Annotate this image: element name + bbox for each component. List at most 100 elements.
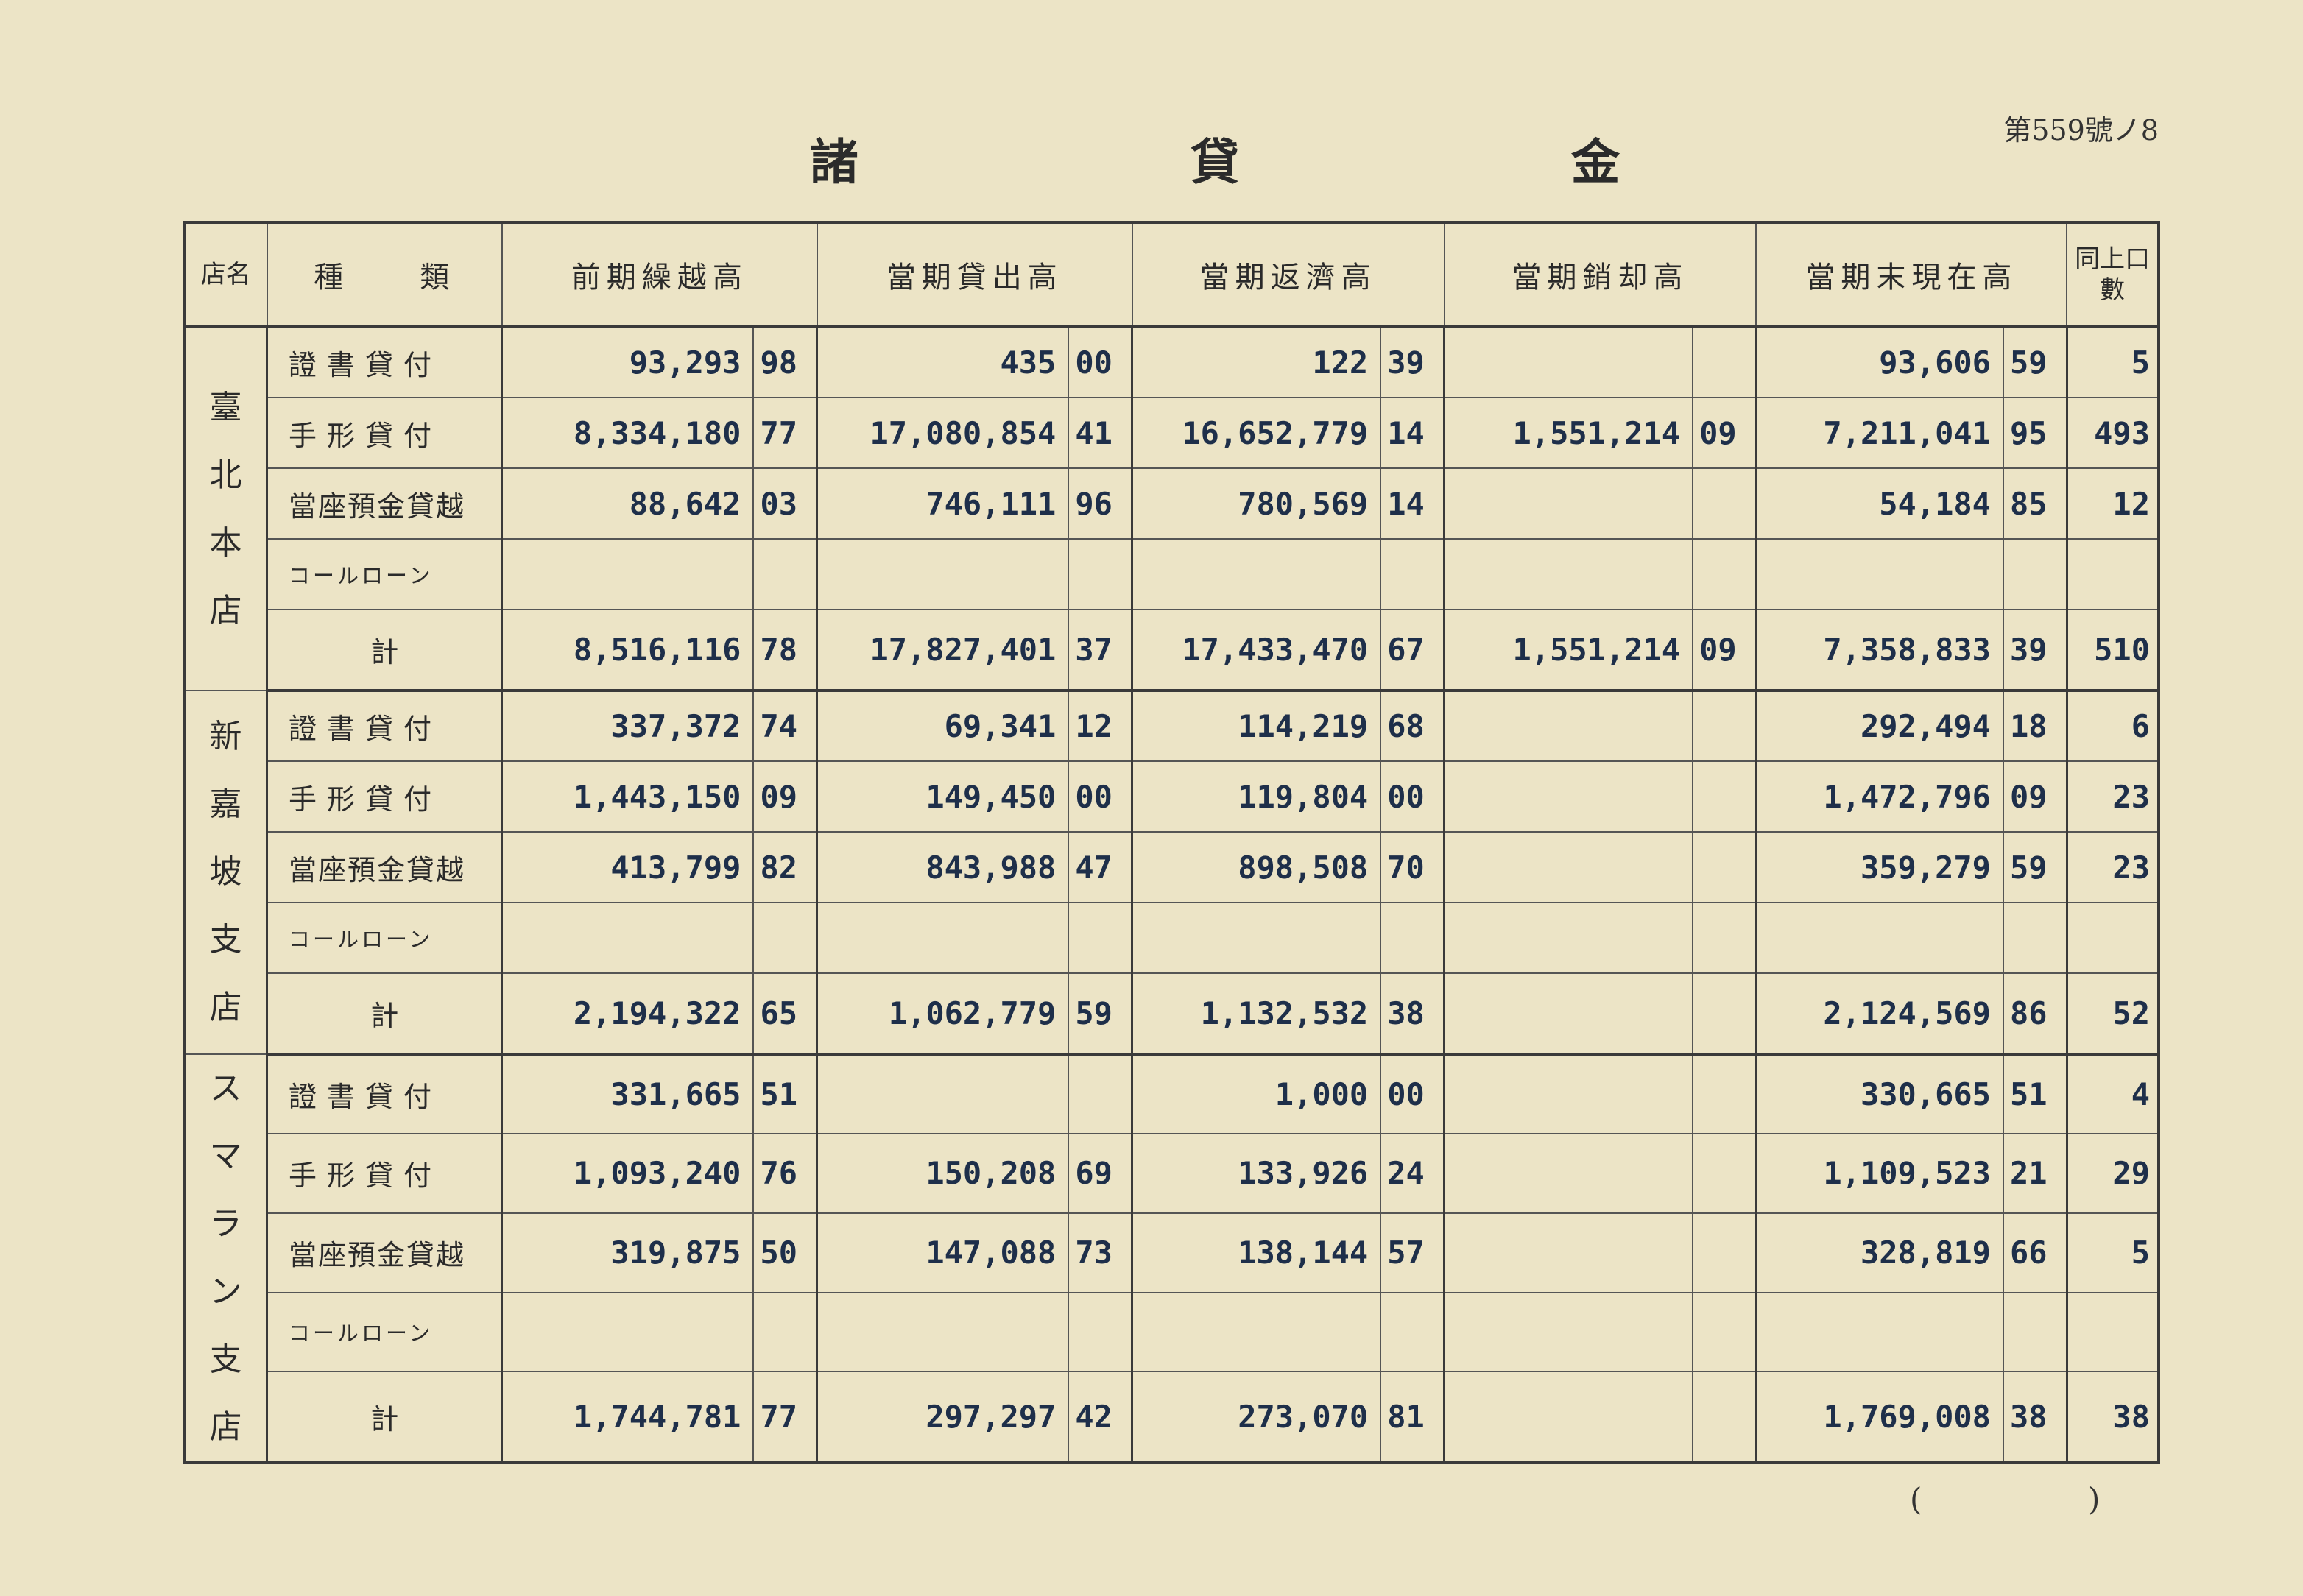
account-count: 12	[2066, 467, 2159, 540]
repay-sen: 00	[1380, 760, 1446, 833]
end-yen: 328,819	[1755, 1212, 2004, 1293]
end-yen: 54,184	[1755, 467, 2004, 540]
loan-kind: 手形貸付	[266, 397, 504, 469]
loan-yen: 1,062,779	[816, 972, 1069, 1056]
repay-sen	[1380, 538, 1446, 610]
table-row: スマラン支店證書貸付 331,665 51 1,000 00 330,665 51 4	[183, 1053, 2159, 1463]
loan-sen	[1068, 902, 1134, 974]
repay-yen: 273,070	[1131, 1371, 1381, 1464]
branch-name-char: ス	[209, 1070, 242, 1107]
end-yen: 2,124,569	[1755, 972, 2004, 1056]
repay-sen: 68	[1380, 690, 1446, 762]
end-yen: 7,211,041	[1755, 397, 2004, 469]
loan-yen	[816, 902, 1069, 974]
writeoff-sen	[1692, 1371, 1757, 1464]
prev-sen: 82	[752, 831, 819, 903]
writeoff-sen	[1692, 467, 1757, 540]
writeoff-sen	[1692, 1291, 1757, 1373]
branch-name-char: 支	[209, 1341, 242, 1378]
prev-yen: 2,194,322	[501, 972, 754, 1056]
writeoff-sen	[1692, 831, 1757, 903]
writeoff-sen: 09	[1692, 609, 1757, 692]
loan-kind: 當座預金貸越	[266, 1212, 504, 1293]
writeoff-yen: 1,551,214	[1443, 609, 1693, 692]
repay-yen: 16,652,779	[1131, 397, 1381, 469]
repay-sen: 14	[1380, 397, 1446, 469]
footer-paren-close: )	[2088, 1481, 2101, 1517]
loan-kind: 當座預金貸越	[266, 831, 504, 903]
prev-yen	[501, 902, 754, 974]
loan-yen: 69,341	[816, 690, 1069, 762]
loan-sen: 37	[1068, 609, 1134, 692]
branch-name-char: 店	[209, 1408, 242, 1446]
branch-name-char: 嘉	[209, 785, 242, 823]
end-sen: 38	[2002, 1371, 2068, 1464]
prev-yen: 88,642	[501, 467, 754, 540]
title-char-2: 貸	[1191, 133, 1239, 191]
repay-yen	[1131, 1291, 1381, 1373]
loan-yen: 746,111	[816, 467, 1069, 540]
header-repaid: 當期返濟高	[1131, 222, 1445, 328]
prev-sen: 76	[752, 1132, 819, 1214]
header-prev-balance: 前期繰越高	[501, 222, 818, 328]
writeoff-sen	[1692, 760, 1757, 833]
prev-sen	[752, 538, 819, 610]
loan-sen: 42	[1068, 1371, 1134, 1464]
branch-name-char: 臺	[209, 388, 242, 426]
end-yen	[1755, 1291, 2004, 1373]
table-row: コールローン	[184, 902, 2159, 974]
loan-yen: 843,988	[816, 831, 1069, 903]
account-count: 5	[2066, 326, 2159, 398]
account-count	[2066, 1291, 2159, 1373]
repay-yen: 780,569	[1131, 467, 1381, 540]
total-row: 計 8,516,116 78 17,827,401 37 17,433,470 67 1,55…	[184, 609, 2159, 692]
branch-name-char: ン	[209, 1273, 242, 1310]
prev-yen	[501, 1291, 754, 1373]
writeoff-sen	[1692, 1212, 1757, 1293]
end-sen: 95	[2002, 397, 2068, 469]
repay-sen: 00	[1380, 1053, 1446, 1134]
loan-kind: コールローン	[266, 538, 504, 610]
table-row: 手形貸付 1,093,240 76 150,208 69 133,926 24 1,109,5…	[184, 1132, 2159, 1214]
end-sen: 66	[2002, 1212, 2068, 1293]
loan-yen	[816, 538, 1069, 610]
total-row: 計 2,194,322 65 1,062,779 59 1,132,532 38 2,124,…	[184, 972, 2159, 1056]
repay-yen: 114,219	[1131, 690, 1381, 762]
end-yen	[1755, 538, 2004, 610]
writeoff-yen	[1443, 760, 1693, 833]
prev-yen: 1,744,781	[501, 1371, 754, 1464]
loan-sen: 69	[1068, 1132, 1134, 1214]
repay-yen: 133,926	[1131, 1132, 1381, 1214]
end-sen: 51	[2002, 1053, 2068, 1134]
total-label: 計	[266, 609, 504, 692]
writeoff-sen	[1692, 1053, 1757, 1134]
end-yen: 1,109,523	[1755, 1132, 2004, 1214]
total-label: 計	[266, 972, 504, 1056]
prev-yen: 1,443,150	[501, 760, 754, 833]
account-count	[2066, 538, 2159, 610]
writeoff-sen	[1692, 326, 1757, 398]
loan-kind: 證書貸付	[266, 690, 504, 762]
writeoff-sen	[1692, 902, 1757, 974]
branch-name-char: 坡	[209, 853, 242, 891]
account-count: 23	[2066, 760, 2159, 833]
loan-sen: 00	[1068, 760, 1134, 833]
repay-yen	[1131, 902, 1381, 974]
branch-name: スマラン支店	[183, 1053, 268, 1463]
branch-name: 新嘉坡支店	[183, 690, 268, 1055]
end-yen	[1755, 902, 2004, 974]
table-row: 當座預金貸越 88,642 03 746,111 96 780,569 14 54,184 85…	[184, 467, 2159, 540]
page-title: 諸 貸 金	[810, 125, 1620, 191]
title-char-3: 金	[1571, 133, 1620, 191]
prev-yen: 337,372	[501, 690, 754, 762]
page-number: 第559號ノ8	[2003, 114, 2159, 146]
branch-name-char: 店	[209, 591, 242, 629]
loan-kind: コールローン	[266, 1291, 504, 1373]
total-row: 計 1,744,781 77 297,297 42 273,070 81 1,769,008 3…	[184, 1371, 2159, 1464]
ledger-body: 臺北本店證書貸付 93,293 98 435 00 122 39 93,606 59 5 手形貸付 8…	[183, 326, 2159, 1464]
writeoff-yen	[1443, 538, 1693, 610]
loan-kind: 手形貸付	[266, 1132, 504, 1214]
end-yen: 292,494	[1755, 690, 2004, 762]
header-loaned: 當期貸出高	[816, 222, 1133, 328]
branch-name-char: 店	[209, 989, 242, 1026]
